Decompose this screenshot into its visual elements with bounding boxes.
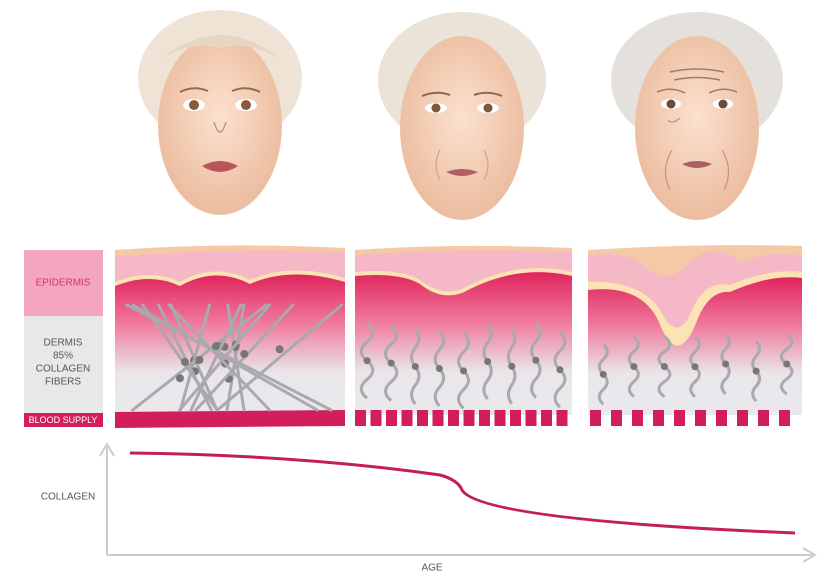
blood-vessel (479, 410, 490, 426)
fiber-node (411, 363, 419, 371)
blood-vessel (632, 410, 643, 426)
fiber-node (275, 345, 284, 354)
fiber-node (556, 366, 564, 374)
fiber-node (532, 356, 540, 364)
blood-vessel (779, 410, 790, 426)
x-axis-arrow (802, 547, 817, 563)
fiber-node (752, 367, 760, 375)
fiber-node (387, 359, 395, 367)
fiber-node (460, 367, 467, 375)
blood-vessel (556, 410, 568, 426)
collagen-fiber (216, 303, 344, 412)
blood-vessel (611, 410, 622, 426)
collagen-fiber (225, 303, 246, 412)
blood-vessel (525, 410, 537, 426)
skin-panels (115, 245, 802, 428)
blood-vessel (674, 410, 685, 426)
fiber-node (691, 363, 699, 371)
blood-vessel (432, 410, 444, 426)
face-young (138, 10, 302, 215)
collagen-fiber (141, 303, 219, 412)
x-axis-label: AGE (421, 563, 442, 574)
dermis-label: DERMIS (44, 338, 83, 349)
fiber-node (783, 360, 791, 368)
blood-vessel (417, 410, 428, 426)
blood-vessel (386, 410, 397, 426)
skin-panel-middle (355, 245, 572, 415)
blood-vessel (590, 410, 601, 426)
faces (138, 10, 783, 220)
fiber-node (660, 363, 668, 371)
fiber-node (211, 342, 220, 351)
fiber-node (175, 374, 184, 383)
fiber-node (363, 357, 371, 365)
blood-vessel (758, 410, 769, 426)
collagen-fiber (178, 303, 211, 412)
collagen-graph: COLLAGEN AGE (41, 442, 817, 574)
blood-vessel (716, 410, 727, 426)
blood-vessel (494, 410, 506, 426)
blood-vessel (695, 410, 706, 426)
face-old (611, 12, 783, 220)
dermis-label: FIBERS (45, 377, 81, 388)
blood-vessel (737, 410, 748, 426)
fiber-node (240, 350, 249, 359)
blood-vessel (510, 410, 521, 426)
dermis-label: 85% (53, 351, 73, 362)
fiber-node (484, 358, 492, 366)
fiber-node (195, 355, 204, 364)
blood-vessel (448, 410, 459, 426)
face-middle (378, 12, 546, 220)
blood-supply-box (24, 413, 103, 427)
blood-vessel (370, 410, 382, 426)
fiber-node (630, 363, 638, 371)
fiber-node (599, 370, 607, 378)
blood-vessel (401, 410, 413, 426)
epidermis-box (24, 250, 103, 316)
blood-vessel (463, 410, 475, 426)
blood-vessel (541, 410, 552, 426)
y-axis-label: COLLAGEN (41, 492, 95, 503)
collagen-fiber (167, 303, 272, 412)
epidermis-label: EPIDERMIS (35, 278, 90, 289)
blood-vessel (355, 410, 366, 426)
fiber-node (435, 365, 443, 373)
blood-vessel (653, 410, 664, 426)
collagen-fiber (125, 303, 333, 412)
fiber-node (180, 358, 189, 367)
dermis-box (24, 316, 103, 413)
collagen-curve (129, 451, 796, 535)
collagen-fiber (157, 303, 213, 412)
fiber-node (722, 360, 730, 368)
collagen-fiber (189, 303, 243, 412)
skin-panel-old (588, 245, 802, 415)
dermis-label: COLLAGEN (36, 364, 90, 375)
blood-supply-label: BLOOD SUPPLY (29, 415, 98, 425)
collagen-fiber (178, 303, 272, 412)
y-axis-arrow (99, 442, 115, 457)
fiber-node (508, 362, 516, 370)
